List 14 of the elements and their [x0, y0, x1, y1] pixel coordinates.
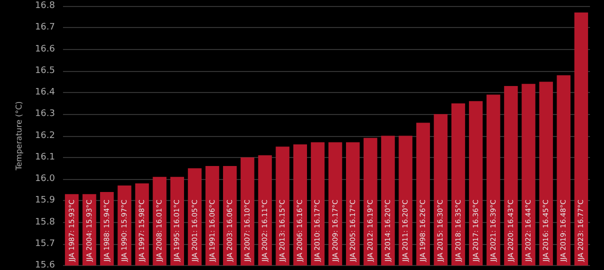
y-tick-label: 15.7 — [34, 238, 55, 249]
y-tick-label: 16.8 — [34, 1, 56, 11]
y-tick-label: 16.5 — [34, 66, 55, 76]
y-tick-label: 16.4 — [34, 88, 56, 98]
y-tick-label: 15.8 — [34, 217, 56, 228]
y-tick-label: 16.3 — [34, 109, 55, 120]
y-tick-label: 16.7 — [34, 22, 55, 33]
y-tick-label: 15.6 — [34, 260, 56, 270]
y-tick-label: 16.2 — [34, 130, 55, 141]
y-tick-label: 16.1 — [34, 152, 55, 162]
y-tick-label: 15.9 — [34, 196, 56, 206]
y-tick-label: 16.0 — [34, 174, 56, 184]
y-axis-title: Temperature (°C) — [14, 101, 24, 172]
y-tick-label: 16.6 — [34, 44, 56, 54]
